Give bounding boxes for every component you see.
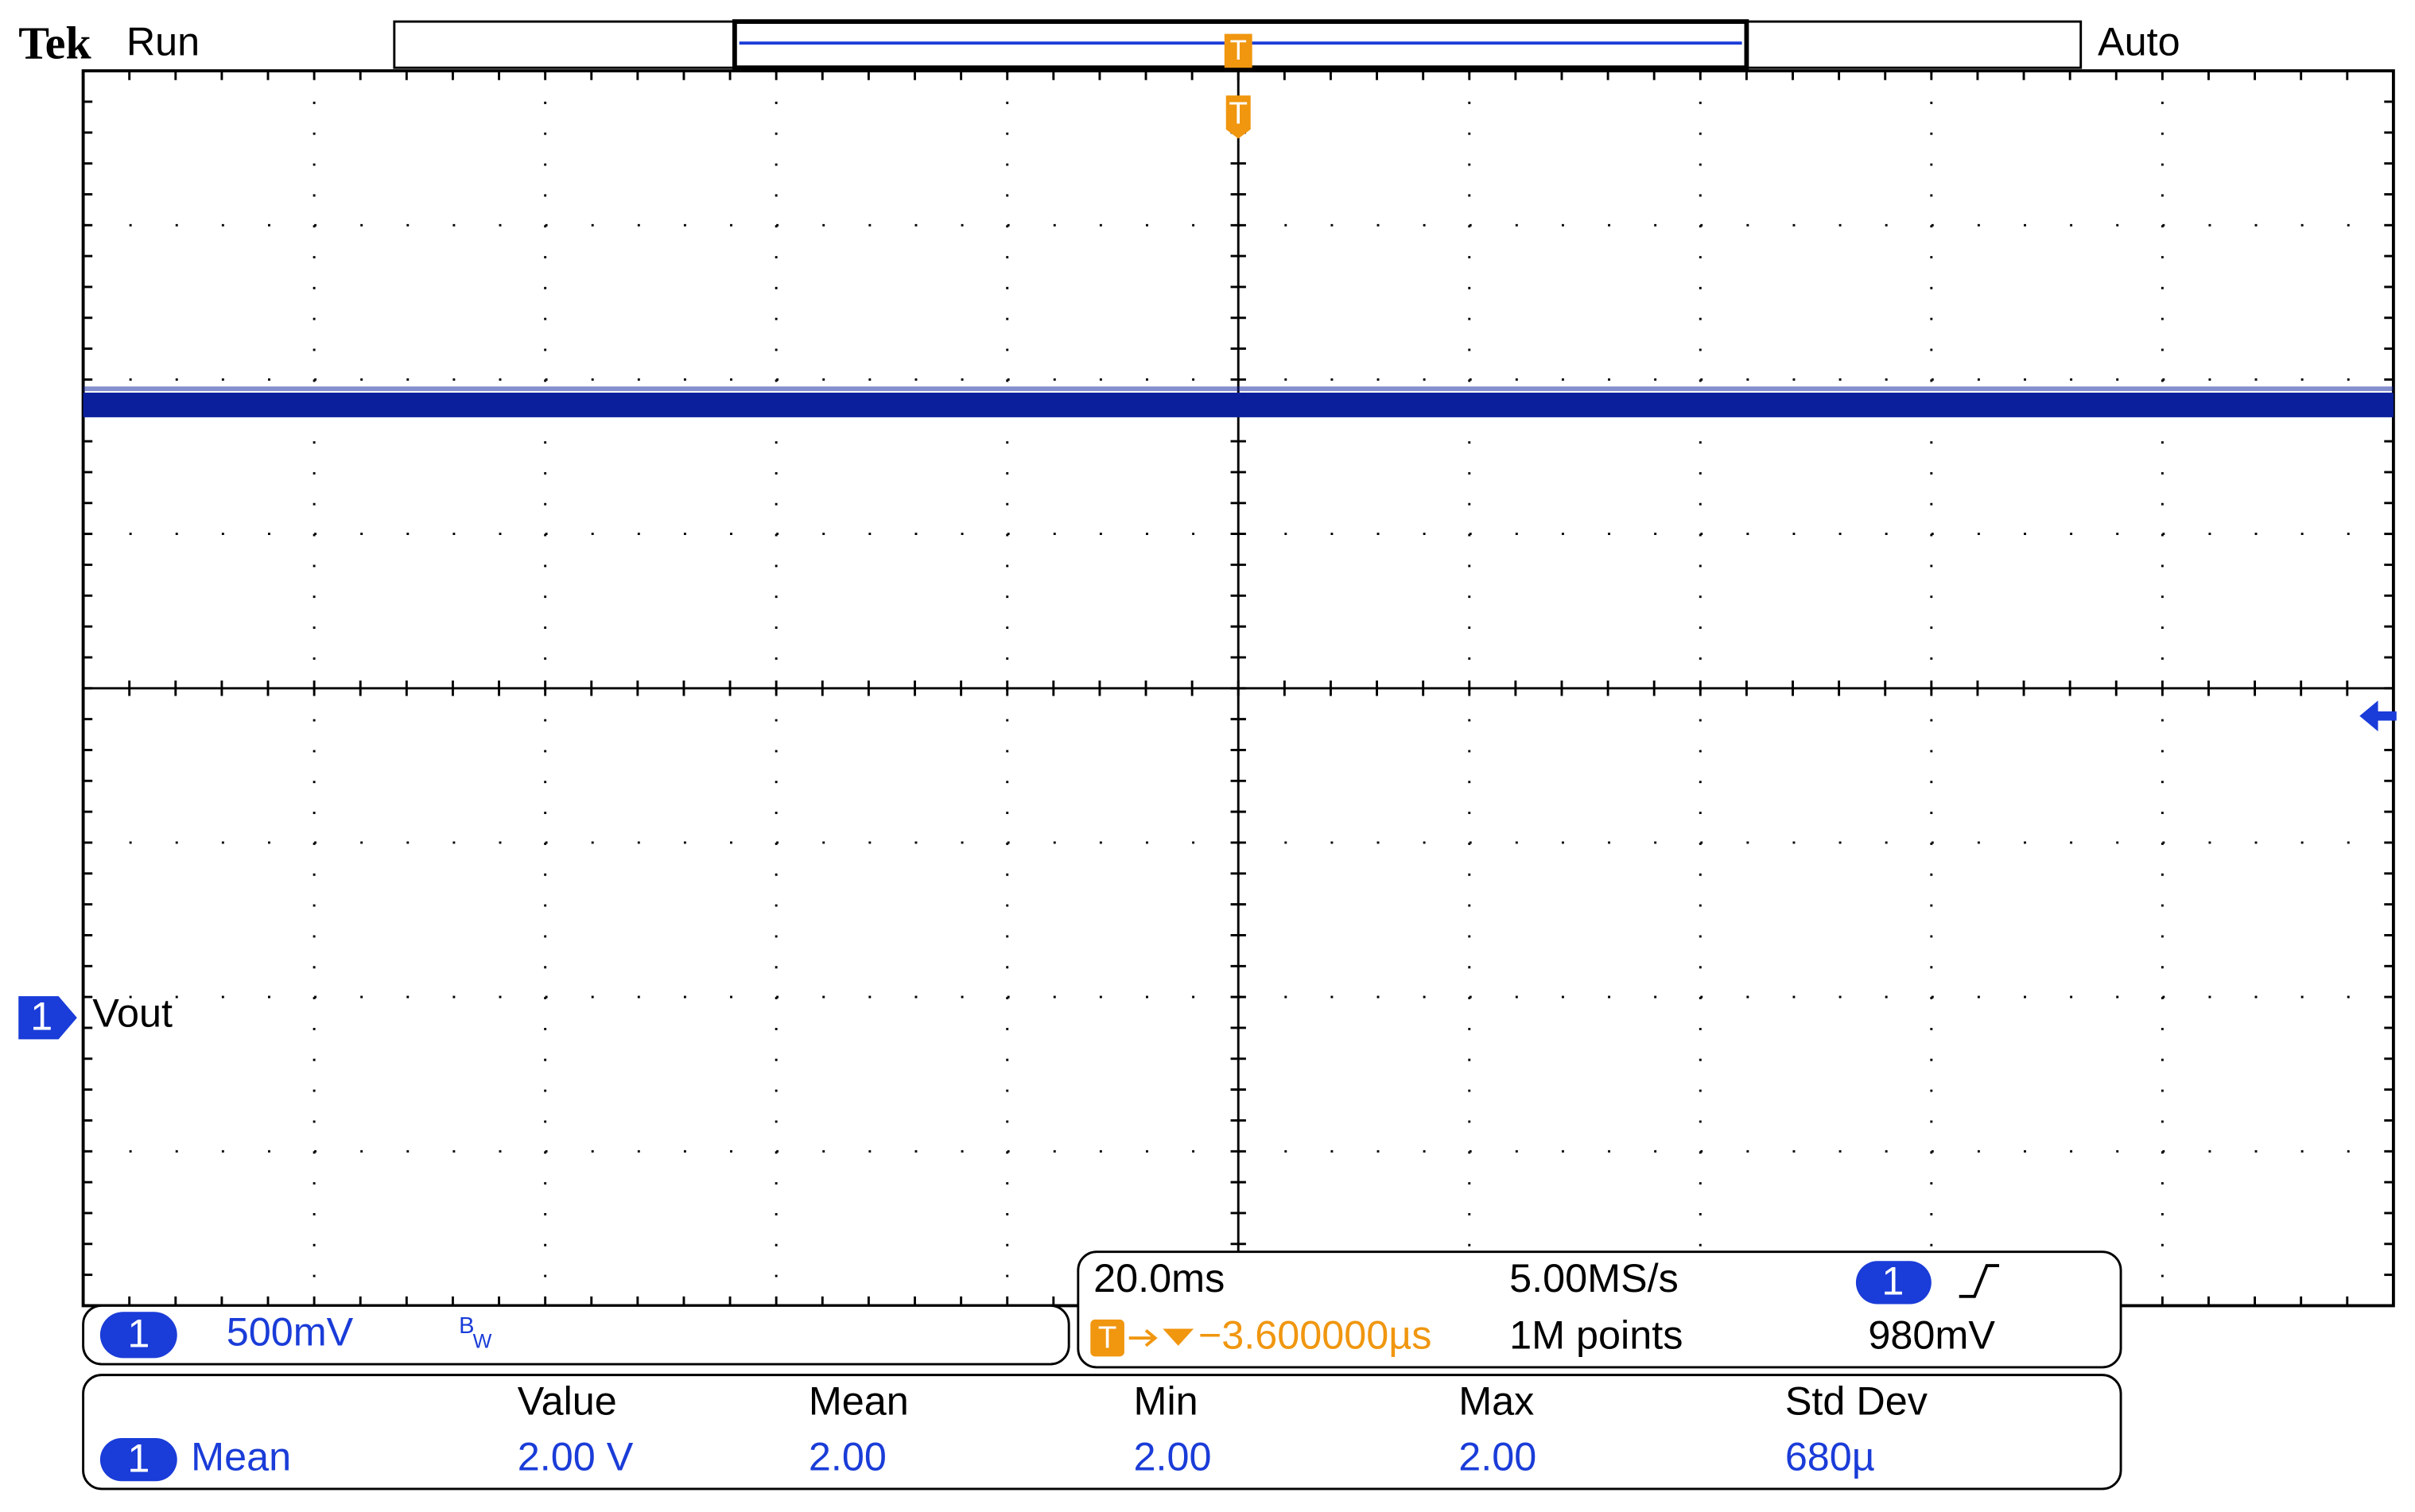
trigger-mode: Auto (2098, 18, 2180, 64)
trigger-marker (1225, 95, 1251, 139)
measurement-header: Min (1134, 1378, 1198, 1424)
channel-marker (18, 996, 77, 1040)
trigger-channel-badge (1855, 1261, 1932, 1305)
measurement-value: 680µ (1785, 1433, 1875, 1479)
trigger-marker-top-label: T (1230, 35, 1247, 66)
channel-number: 1 (127, 1310, 149, 1355)
bandwidth-limit-sub: W (473, 1331, 492, 1353)
measurement-channel: 1 (127, 1435, 149, 1480)
measurement-header: Std Dev (1785, 1378, 1928, 1424)
sample-rate: 5.00MS/s (1509, 1255, 1679, 1301)
trigger-offset-icon-label: T (1098, 1320, 1117, 1355)
measurement-header: Mean (809, 1378, 909, 1424)
time-scale: 20.0ms (1093, 1255, 1225, 1301)
trigger-channel: 1 (1881, 1258, 1904, 1304)
measurement-badge (99, 1438, 177, 1482)
trigger-marker-label: T (1229, 96, 1248, 130)
trigger-offset-arrow (1128, 1328, 1158, 1347)
measurement-header: Value (518, 1378, 617, 1424)
record-length: 1M points (1509, 1312, 1683, 1357)
channel-badge (99, 1312, 177, 1359)
measurement-header: Max (1458, 1378, 1534, 1424)
channel-label: Vout (92, 991, 173, 1036)
measurement-value: 2.00 V (518, 1433, 634, 1479)
trigger-level-marker (2359, 700, 2397, 732)
channel-marker-number: 1 (30, 994, 52, 1039)
measurement-value: 2.00 (809, 1433, 887, 1479)
waveform-noise (83, 386, 2394, 391)
brand: Tek (18, 17, 91, 68)
waveform (83, 392, 2394, 417)
measurement-value: 2.00 (1458, 1433, 1536, 1479)
bandwidth-limit: B (459, 1313, 474, 1339)
trigger-level: 980mV (1868, 1312, 1995, 1357)
channel-panel (82, 1305, 1070, 1366)
trigger-slope (1959, 1264, 2000, 1298)
trigger-offset-icon (1090, 1319, 1124, 1357)
channel-scale: 500mV (227, 1309, 354, 1355)
acq-state: Run (126, 18, 200, 64)
trigger-marker-top (1224, 33, 1252, 68)
measurement-table: Value Mean Min Max Std Dev 1 Mean 2.00 V 2.00 2.0… (99, 1378, 1928, 1482)
measurement-name: Mean (191, 1433, 291, 1479)
trigger-offset: −3.600000µs (1198, 1312, 1432, 1357)
measurement-panel (82, 1374, 2122, 1491)
measurement-value: 2.00 (1134, 1433, 1212, 1479)
trigger-offset-triangle (1163, 1328, 1194, 1346)
